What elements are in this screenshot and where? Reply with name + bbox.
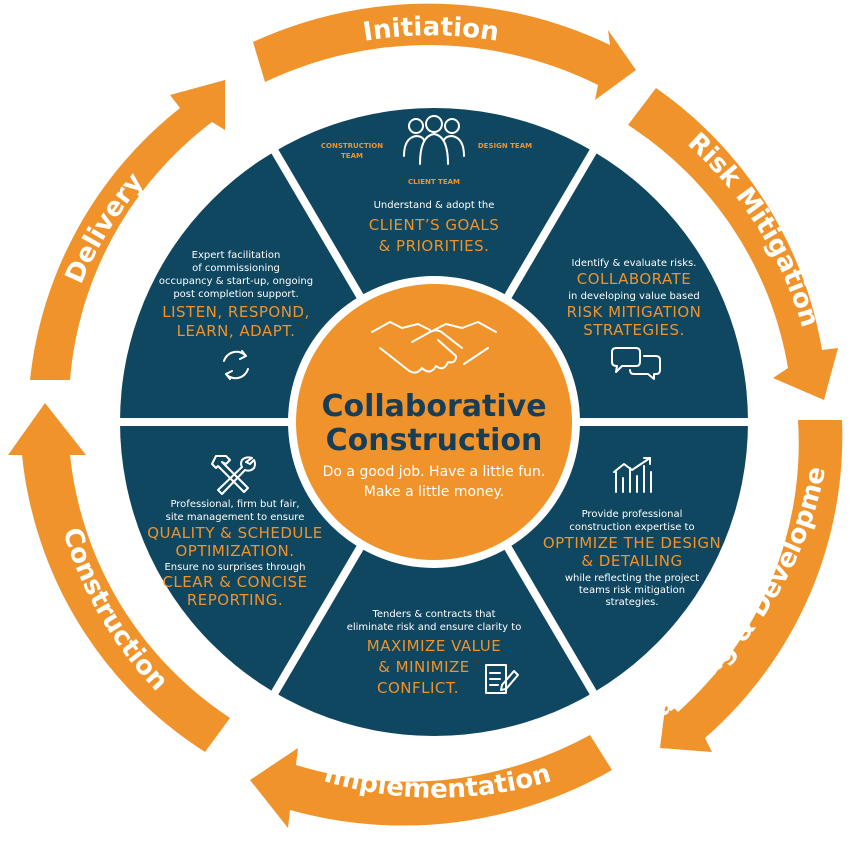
- bottom-left-big-3: CLEAR & CONCISE: [162, 573, 307, 591]
- top-left-small-1: Expert facilitation: [192, 250, 281, 261]
- bottom-left-big-2: OPTIMIZATION.: [175, 542, 294, 560]
- phase-label-delivery: Delivery: [60, 167, 150, 288]
- bottom-small-1: Tenders & contracts that: [371, 609, 495, 620]
- segment-top-left: Expert facilitation of commissioning occ…: [159, 250, 313, 380]
- bottom-big-3: CONFLICT.: [377, 679, 459, 697]
- bottom-big-1: MAXIMIZE VALUE: [367, 637, 501, 655]
- bottom-left-small-3: Ensure no surprises through: [164, 562, 305, 573]
- top-small-1: Understand & adopt the: [374, 200, 495, 211]
- center-title-line1: Collaborative: [321, 389, 546, 424]
- center-circle: [296, 284, 572, 560]
- bottom-right-big-1: OPTIMIZE THE DESIGN: [543, 534, 721, 552]
- people-icon: [403, 115, 465, 165]
- top-big-1: CLIENT’S GOALS: [369, 216, 499, 234]
- bottom-right-small-3: while reflecting the project: [565, 573, 699, 584]
- center-tagline-line2: Make a little money.: [364, 484, 505, 500]
- phase-label-initiation: Initiation: [361, 12, 501, 47]
- top-right-small-2: in developing value based: [568, 291, 699, 302]
- bottom-right-small-4: teams risk mitigation: [579, 585, 685, 596]
- bottom-right-big-2: & DETAILING: [581, 552, 682, 570]
- segment-bottom-left: Professional, firm but fair, site manage…: [147, 455, 323, 609]
- document-pen-icon: [485, 664, 519, 694]
- bottom-big-2: & MINIMIZE: [378, 658, 470, 676]
- arrow-planning-development: [660, 420, 843, 752]
- center-tagline-line1: Do a good job. Have a little fun.: [323, 464, 546, 480]
- top-left-big-1: LISTEN, RESPOND,: [162, 303, 310, 321]
- bottom-right-small-5: strategies.: [605, 597, 658, 608]
- top-left-small-3: occupancy & start-up, ongoing: [159, 276, 313, 287]
- refresh-icon: [223, 350, 249, 380]
- top-right-small-1: Identify & evaluate risks.: [572, 258, 697, 269]
- bottom-right-small-2: construction expertise to: [569, 522, 694, 533]
- team-label-design: DESIGN TEAM: [478, 142, 532, 150]
- top-left-big-2: LEARN, ADAPT.: [177, 322, 296, 340]
- team-label-client: CLIENT TEAM: [408, 178, 460, 186]
- team-label-construction-1: CONSTRUCTION: [321, 142, 383, 150]
- arrow-delivery: [30, 80, 225, 380]
- top-right-big-2: RISK MITIGATION: [567, 303, 702, 321]
- top-big-2: & PRIORITIES.: [379, 237, 490, 255]
- top-right-big-1: COLLABORATE: [577, 270, 691, 288]
- top-left-small-2: of commissioning: [192, 263, 280, 274]
- chart-icon: [613, 457, 652, 493]
- outer-arrow-ring: [8, 3, 843, 828]
- chat-bubbles-icon: [611, 347, 661, 380]
- arrow-initiation: [253, 3, 636, 101]
- bottom-small-2: eliminate risk and ensure clarity to: [347, 622, 522, 633]
- arrow-implementation: [250, 735, 612, 828]
- segment-top-right: Identify & evaluate risks. COLLABORATE i…: [567, 258, 702, 380]
- segment-bottom: Tenders & contracts that eliminate risk …: [347, 609, 522, 697]
- top-right-big-3: STRATEGIES.: [583, 321, 685, 339]
- bottom-left-small-2: site management to ensure: [166, 512, 305, 523]
- center-title-line2: Construction: [326, 423, 543, 458]
- bottom-left-big-4: REPORTING.: [187, 591, 283, 609]
- segment-top: CONSTRUCTION TEAM DESIGN TEAM CLIENT TEA…: [321, 115, 532, 255]
- segment-bottom-right: Provide professional construction expert…: [543, 457, 721, 608]
- bottom-left-big-1: QUALITY & SCHEDULE: [147, 524, 323, 542]
- tools-icon: [211, 455, 256, 495]
- team-label-construction-2: TEAM: [341, 152, 363, 160]
- bottom-left-small-1: Professional, firm but fair,: [170, 499, 299, 510]
- top-left-small-4: post completion support.: [173, 289, 298, 300]
- arrow-risk-mitigation: [628, 88, 838, 400]
- arrow-construction: [8, 403, 230, 752]
- bottom-right-small-1: Provide professional: [582, 509, 683, 520]
- handshake-icon: [371, 321, 497, 374]
